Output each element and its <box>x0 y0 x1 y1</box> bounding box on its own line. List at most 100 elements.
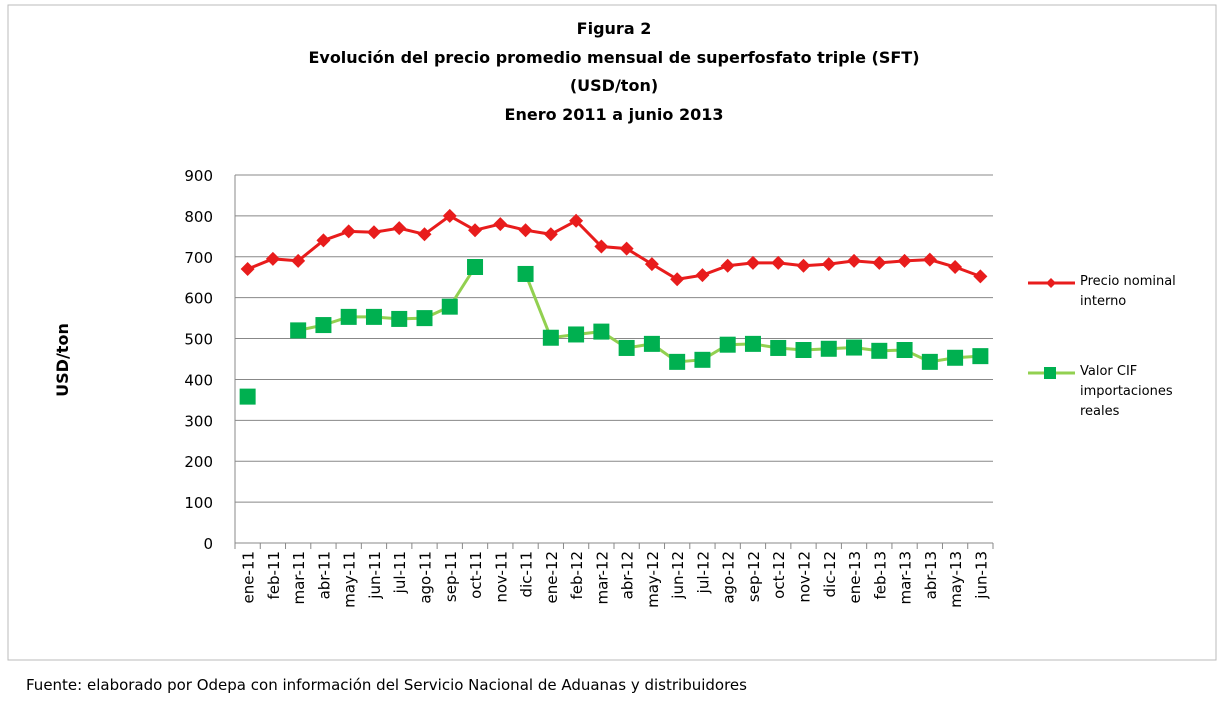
point <box>921 353 938 370</box>
x-tick-label: mar-12 <box>593 551 611 605</box>
point <box>417 227 432 242</box>
point <box>669 353 686 370</box>
chart-frame <box>7 4 1217 661</box>
x-tick-label: mar-11 <box>290 551 308 605</box>
point <box>846 339 863 356</box>
x-tick-label: may-11 <box>341 551 359 608</box>
point <box>618 339 635 356</box>
point <box>366 225 381 240</box>
point <box>872 255 887 270</box>
legend-label: Precio nominal interno <box>1080 274 1176 309</box>
y-tick-label: 500 <box>184 331 213 349</box>
series-line <box>247 214 981 281</box>
point <box>619 241 634 256</box>
y-tick-label: 100 <box>184 494 213 512</box>
point <box>847 253 862 268</box>
point <box>442 208 457 223</box>
legend-marker <box>1044 367 1056 379</box>
x-tick-label: ene-12 <box>543 551 561 603</box>
y-tick-label: 200 <box>184 453 213 471</box>
x-tick-label: dic-12 <box>821 551 839 597</box>
point <box>518 223 533 238</box>
point <box>392 221 407 236</box>
y-tick-label: 400 <box>184 371 213 389</box>
point <box>720 258 735 273</box>
point <box>467 259 484 275</box>
point <box>897 253 912 268</box>
point <box>948 260 963 274</box>
point <box>240 262 255 277</box>
point <box>795 342 812 359</box>
y-tick-label: 0 <box>203 535 213 553</box>
point <box>365 308 382 325</box>
x-tick-label: nov-11 <box>492 551 510 603</box>
y-tick-label: 900 <box>184 167 213 185</box>
point <box>745 255 760 270</box>
point <box>896 342 913 359</box>
x-tick-label: jun-12 <box>669 551 687 600</box>
point <box>972 348 989 365</box>
point <box>744 335 761 352</box>
x-tick-label: oct-12 <box>770 551 788 599</box>
source-note: Fuente: elaborado por Odepa con informac… <box>26 676 747 694</box>
point <box>441 298 458 315</box>
x-tick-label: abr-12 <box>619 551 637 599</box>
point <box>594 239 609 254</box>
y-tick-label: 800 <box>184 208 213 226</box>
x-tick-label: ene-13 <box>846 551 864 603</box>
x-tick-label: may-12 <box>644 551 662 608</box>
x-tick-label: abr-11 <box>315 551 333 599</box>
point <box>593 323 610 340</box>
x-tick-label: ago-12 <box>720 551 738 604</box>
point <box>316 233 331 248</box>
point <box>391 310 408 327</box>
point <box>644 257 659 272</box>
point <box>871 342 888 359</box>
x-tick-label: dic-11 <box>518 551 536 597</box>
x-tick-label: sep-11 <box>442 551 460 602</box>
point <box>468 223 483 238</box>
point <box>290 322 307 339</box>
chart-title: Figura 2 <box>577 19 652 38</box>
x-tick-label: jul-12 <box>694 551 712 594</box>
point <box>922 252 937 267</box>
x-tick-label: ene-11 <box>240 551 258 603</box>
x-tick-label: abr-13 <box>922 551 940 599</box>
point <box>517 265 534 282</box>
point <box>340 308 357 325</box>
chart-title: (USD/ton) <box>570 76 658 95</box>
point <box>947 349 964 366</box>
x-tick-label: nov-12 <box>796 551 814 603</box>
chart-title: Enero 2011 a junio 2013 <box>505 105 724 124</box>
x-tick-label: may-13 <box>947 551 965 608</box>
x-tick-label: mar-13 <box>897 551 915 605</box>
point <box>239 388 256 405</box>
point <box>543 227 558 242</box>
x-tick-label: jun-13 <box>972 551 990 600</box>
x-tick-label: oct-11 <box>467 551 485 599</box>
x-tick-label: jul-11 <box>391 551 409 594</box>
x-tick-label: feb-12 <box>568 551 586 600</box>
point <box>416 310 433 327</box>
point <box>341 224 356 239</box>
x-tick-label: feb-13 <box>871 551 889 600</box>
point <box>770 339 787 356</box>
point <box>542 329 559 346</box>
y-tick-label: 700 <box>184 249 213 267</box>
point <box>719 336 736 353</box>
point <box>796 258 811 273</box>
point <box>670 272 685 287</box>
legend-label: Valor CIF importaciones reales <box>1080 364 1173 419</box>
point <box>569 213 584 228</box>
y-axis-label: USD/ton <box>53 323 72 397</box>
point <box>695 268 710 283</box>
point <box>694 351 711 368</box>
x-tick-label: ago-11 <box>417 551 435 604</box>
point <box>568 326 585 343</box>
x-tick-label: sep-12 <box>745 551 763 602</box>
point <box>821 257 836 272</box>
point <box>265 251 280 266</box>
legend-marker <box>1046 278 1056 288</box>
